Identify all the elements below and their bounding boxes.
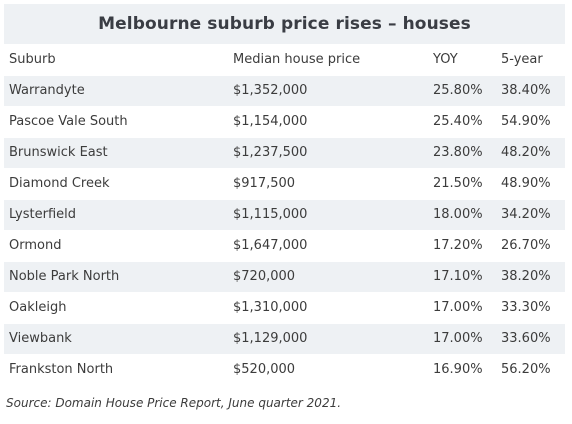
header-row: Suburb Median house price YOY 5-year bbox=[4, 44, 565, 75]
price-table: Suburb Median house price YOY 5-year War… bbox=[4, 44, 565, 385]
table-row: Warrandyte $1,352,000 25.80% 38.40% bbox=[4, 75, 565, 106]
cell-median-price: $917,500 bbox=[228, 168, 428, 199]
cell-5-year: 48.90% bbox=[496, 168, 565, 199]
cell-yoy: 21.50% bbox=[428, 168, 496, 199]
header-suburb: Suburb bbox=[4, 44, 228, 75]
cell-yoy: 16.90% bbox=[428, 354, 496, 385]
price-table-container: Melbourne suburb price rises – houses Su… bbox=[4, 4, 565, 385]
cell-5-year: 33.60% bbox=[496, 323, 565, 354]
cell-yoy: 18.00% bbox=[428, 199, 496, 230]
table-row: Ormond $1,647,000 17.20% 26.70% bbox=[4, 230, 565, 261]
cell-yoy: 17.00% bbox=[428, 292, 496, 323]
cell-median-price: $720,000 bbox=[228, 261, 428, 292]
cell-median-price: $1,237,500 bbox=[228, 137, 428, 168]
cell-5-year: 54.90% bbox=[496, 106, 565, 137]
header-yoy: YOY bbox=[428, 44, 496, 75]
cell-suburb: Diamond Creek bbox=[4, 168, 228, 199]
cell-5-year: 34.20% bbox=[496, 199, 565, 230]
cell-5-year: 26.70% bbox=[496, 230, 565, 261]
cell-suburb: Warrandyte bbox=[4, 75, 228, 106]
cell-yoy: 17.20% bbox=[428, 230, 496, 261]
cell-5-year: 33.30% bbox=[496, 292, 565, 323]
table-row: Oakleigh $1,310,000 17.00% 33.30% bbox=[4, 292, 565, 323]
table-header: Suburb Median house price YOY 5-year bbox=[4, 44, 565, 75]
cell-5-year: 48.20% bbox=[496, 137, 565, 168]
table-row: Viewbank $1,129,000 17.00% 33.60% bbox=[4, 323, 565, 354]
cell-yoy: 25.40% bbox=[428, 106, 496, 137]
cell-yoy: 23.80% bbox=[428, 137, 496, 168]
cell-median-price: $520,000 bbox=[228, 354, 428, 385]
cell-suburb: Viewbank bbox=[4, 323, 228, 354]
cell-suburb: Lysterfield bbox=[4, 199, 228, 230]
table-body: Warrandyte $1,352,000 25.80% 38.40% Pascoe V… bbox=[4, 75, 565, 385]
header-5-year: 5-year bbox=[496, 44, 565, 75]
table-row: Noble Park North $720,000 17.10% 38.20% bbox=[4, 261, 565, 292]
header-median-price: Median house price bbox=[228, 44, 428, 75]
cell-yoy: 25.80% bbox=[428, 75, 496, 106]
table-title: Melbourne suburb price rises – houses bbox=[4, 4, 565, 44]
cell-suburb: Noble Park North bbox=[4, 261, 228, 292]
cell-yoy: 17.10% bbox=[428, 261, 496, 292]
cell-suburb: Ormond bbox=[4, 230, 228, 261]
cell-median-price: $1,647,000 bbox=[228, 230, 428, 261]
cell-median-price: $1,154,000 bbox=[228, 106, 428, 137]
table-row: Pascoe Vale South $1,154,000 25.40% 54.90% bbox=[4, 106, 565, 137]
table-row: Lysterfield $1,115,000 18.00% 34.20% bbox=[4, 199, 565, 230]
cell-suburb: Frankston North bbox=[4, 354, 228, 385]
cell-suburb: Pascoe Vale South bbox=[4, 106, 228, 137]
cell-median-price: $1,310,000 bbox=[228, 292, 428, 323]
cell-5-year: 38.20% bbox=[496, 261, 565, 292]
table-row: Brunswick East $1,237,500 23.80% 48.20% bbox=[4, 137, 565, 168]
table-row: Diamond Creek $917,500 21.50% 48.90% bbox=[4, 168, 565, 199]
table-row: Frankston North $520,000 16.90% 56.20% bbox=[4, 354, 565, 385]
cell-yoy: 17.00% bbox=[428, 323, 496, 354]
cell-suburb: Brunswick East bbox=[4, 137, 228, 168]
cell-5-year: 56.20% bbox=[496, 354, 565, 385]
cell-5-year: 38.40% bbox=[496, 75, 565, 106]
cell-median-price: $1,352,000 bbox=[228, 75, 428, 106]
cell-median-price: $1,129,000 bbox=[228, 323, 428, 354]
cell-suburb: Oakleigh bbox=[4, 292, 228, 323]
source-note: Source: Domain House Price Report, June … bbox=[6, 396, 342, 410]
cell-median-price: $1,115,000 bbox=[228, 199, 428, 230]
